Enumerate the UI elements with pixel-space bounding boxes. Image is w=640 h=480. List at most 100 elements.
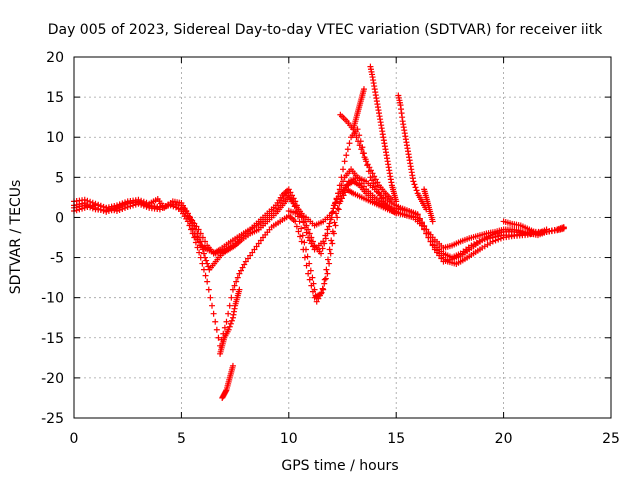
data-point	[429, 218, 436, 225]
data-point	[413, 187, 420, 194]
data-point	[416, 216, 423, 223]
data-point	[305, 270, 312, 277]
data-point	[302, 246, 309, 253]
y-tick-label: 20	[46, 50, 64, 66]
data-point	[343, 152, 350, 159]
data-point	[332, 222, 339, 229]
data-point	[140, 200, 147, 207]
data-point	[244, 255, 251, 262]
data-point	[209, 302, 216, 309]
data-point	[324, 226, 331, 233]
data-point	[255, 240, 262, 247]
data-point	[238, 267, 245, 274]
data-point	[199, 260, 206, 267]
data-point	[423, 230, 430, 237]
data-point	[200, 250, 207, 257]
data-point	[194, 244, 201, 251]
data-point	[295, 228, 302, 235]
data-point	[173, 204, 180, 211]
series-trace-k	[217, 286, 243, 357]
data-point	[204, 278, 211, 285]
data-point	[301, 224, 308, 231]
data-point	[371, 173, 378, 180]
x-axis-title: GPS time / hours	[281, 458, 398, 474]
x-tick-label: 15	[387, 431, 405, 447]
series-trace-h	[367, 63, 400, 205]
data-point	[325, 256, 332, 263]
data-point	[313, 298, 320, 305]
data-point	[81, 202, 88, 209]
data-point	[328, 210, 335, 217]
data-point	[411, 181, 418, 188]
y-tick-label: 15	[46, 90, 64, 106]
data-point	[236, 270, 243, 277]
data-point	[353, 134, 360, 141]
data-point	[291, 203, 298, 210]
data-point	[346, 140, 353, 147]
data-point	[236, 286, 243, 293]
data-point	[225, 326, 232, 333]
data-point	[212, 318, 219, 325]
data-point	[73, 204, 80, 211]
data-point	[344, 146, 351, 153]
data-point	[200, 266, 207, 273]
data-point	[551, 227, 558, 234]
data-point	[356, 142, 363, 149]
data-point	[170, 203, 177, 210]
data-point	[296, 218, 303, 225]
data-point	[307, 267, 314, 274]
data-point	[175, 205, 182, 212]
series-trace-j	[421, 186, 436, 225]
data-point	[427, 238, 434, 245]
data-point	[373, 186, 380, 193]
data-point	[207, 294, 214, 301]
data-point	[366, 164, 373, 171]
y-tick-label: 0	[55, 210, 64, 226]
data-point	[344, 181, 351, 188]
y-tick-label: -15	[41, 331, 64, 347]
data-point	[316, 292, 323, 299]
data-point	[103, 207, 110, 214]
data-point	[92, 200, 99, 207]
data-point	[143, 201, 150, 208]
data-point	[225, 310, 232, 317]
y-tick-label: -5	[50, 251, 64, 267]
data-point	[543, 226, 550, 233]
data-point	[249, 249, 256, 256]
data-point	[326, 260, 333, 267]
data-point	[228, 294, 235, 301]
data-point	[327, 250, 334, 257]
data-point	[331, 219, 338, 226]
data-point	[309, 243, 316, 250]
data-point	[234, 274, 241, 281]
series-trace-g	[350, 86, 367, 133]
data-point	[319, 245, 326, 252]
data-point	[122, 201, 129, 208]
data-point	[193, 223, 200, 230]
data-point	[333, 195, 340, 202]
data-point	[393, 210, 400, 217]
y-tick-label: -25	[41, 411, 64, 427]
data-point	[89, 199, 96, 206]
data-point	[202, 238, 209, 245]
data-point	[241, 261, 248, 268]
y-axis-title: SDTVAR / TECUs	[8, 180, 24, 295]
data-point	[334, 214, 341, 221]
data-point	[253, 243, 260, 250]
data-point	[321, 276, 328, 283]
data-point	[361, 154, 368, 161]
data-point	[431, 246, 438, 253]
data-point	[367, 174, 374, 181]
data-point	[247, 252, 254, 259]
data-point	[138, 199, 145, 206]
data-point	[84, 203, 91, 210]
data-point	[81, 196, 88, 203]
data-point	[429, 242, 436, 249]
data-point	[318, 250, 325, 257]
data-point	[393, 198, 400, 205]
data-point	[189, 225, 196, 232]
data-point	[303, 229, 310, 236]
data-point	[418, 220, 425, 227]
data-point	[192, 233, 199, 240]
